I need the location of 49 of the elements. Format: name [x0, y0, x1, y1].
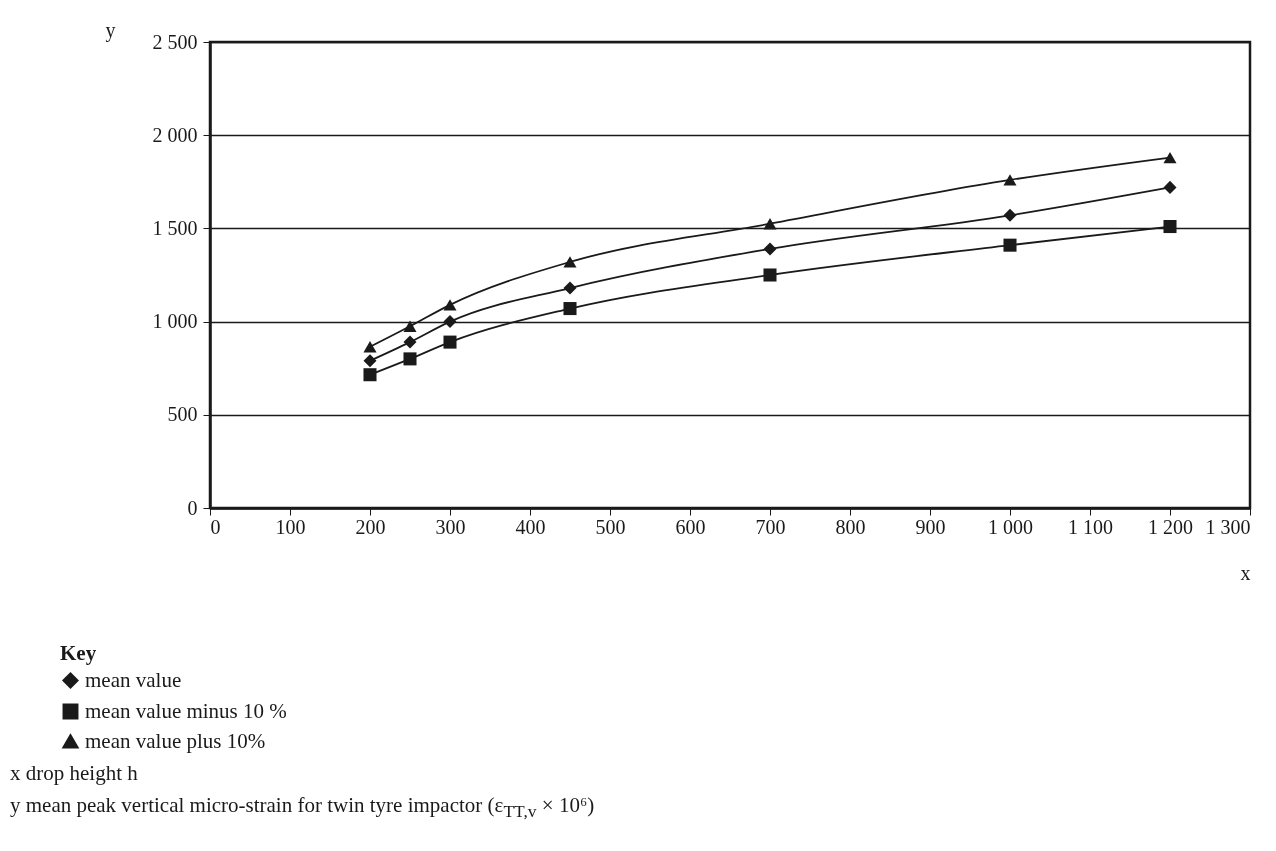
x-tick-label: 0	[210, 515, 221, 538]
point	[563, 256, 577, 268]
point	[563, 281, 577, 295]
point	[403, 352, 417, 366]
point	[363, 354, 377, 368]
point	[1163, 151, 1177, 164]
point	[443, 315, 457, 329]
legend-label: mean value	[85, 667, 182, 692]
point	[443, 299, 457, 311]
x-tick-label: 300	[435, 515, 466, 538]
text: y mean peak vertical micro-strain for twin tyre impactor (ε$_{TT,v}$ × 10⁶)	[10, 792, 596, 824]
y-tick-label: 2 500	[152, 30, 198, 53]
point	[363, 368, 377, 382]
point	[763, 268, 777, 282]
point	[1003, 174, 1017, 186]
x-axis-title: x	[1240, 561, 1251, 584]
point	[403, 320, 417, 332]
text: x drop height h	[10, 760, 139, 787]
point	[563, 302, 577, 316]
x-tick-label: 1 000	[988, 515, 1033, 538]
x-tick-label: 800	[835, 515, 866, 538]
point	[1003, 208, 1017, 222]
x-tick-label: 1 200	[1148, 515, 1193, 538]
point	[763, 218, 777, 230]
point	[1003, 238, 1017, 252]
point	[1163, 180, 1177, 194]
x-tick-label: 500	[595, 515, 626, 538]
point	[363, 341, 377, 353]
legend-label: mean value plus 10%	[85, 728, 266, 753]
y-tick-label: 0	[187, 496, 198, 519]
point	[443, 335, 457, 349]
x-tick-label: 400	[515, 515, 546, 538]
y-tick-label: 1 500	[152, 216, 198, 239]
x-tick-label: 200	[355, 515, 386, 538]
y-axis-title: y	[105, 18, 116, 42]
x-tick-label: 600	[675, 515, 706, 538]
point	[763, 242, 777, 256]
x-tick-label: 100	[275, 515, 306, 538]
y-tick-label: 1 000	[152, 310, 198, 333]
point	[1163, 220, 1177, 234]
y-tick-label: 500	[167, 403, 198, 426]
x-tick-label: 1 100	[1068, 515, 1113, 538]
x-tick-label: 1 300	[1205, 515, 1251, 538]
x-tick-label: 700	[755, 515, 786, 538]
legend-label: mean value minus 10 %	[85, 698, 287, 723]
point	[403, 335, 417, 349]
x-tick-label: 900	[915, 515, 946, 538]
y-tick-label: 2 000	[152, 123, 198, 146]
legend-title: Key	[60, 641, 97, 665]
